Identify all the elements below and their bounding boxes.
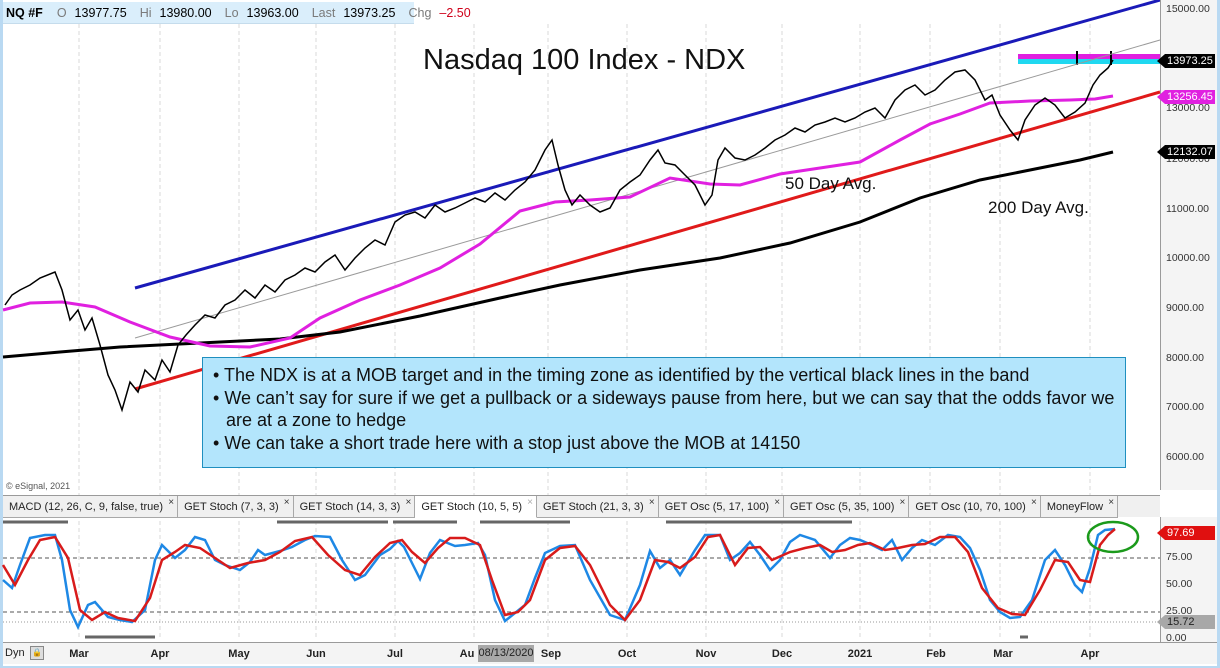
low-value: 13963.00 — [246, 5, 299, 20]
month-label: May — [228, 648, 250, 660]
ma200-label: 200 Day Avg. — [988, 198, 1089, 217]
price-tick: 11000.00 — [1166, 203, 1210, 215]
last-value: 13973.25 — [343, 5, 396, 20]
price-tick: 15000.00 — [1166, 3, 1210, 15]
chart-title: Nasdaq 100 Index - NDX — [423, 44, 746, 76]
tab-osc-10-70[interactable]: GET Osc (10, 70, 100) × — [909, 496, 1041, 518]
price-tick: 7000.00 — [1166, 401, 1204, 413]
ma50-line[interactable] — [2, 94, 1114, 349]
dyn-label[interactable]: Dyn — [5, 647, 25, 659]
tab-stoch-21[interactable]: GET Stoch (21, 3, 3) × — [537, 496, 659, 518]
note-item: We can take a short trade here with a st… — [211, 432, 1117, 455]
tab-stoch-10[interactable]: GET Stoch (10, 5, 5) × — [415, 496, 537, 518]
mob-target-band — [1018, 51, 1160, 65]
price-tick: 13000.00 — [1166, 102, 1210, 114]
tab-label: GET Stoch (7, 3, 3) — [184, 500, 279, 513]
osc-tick: 25.00 — [1166, 605, 1193, 617]
month-label: Feb — [926, 648, 946, 660]
ma200-line[interactable] — [2, 150, 1114, 359]
open-label: O — [56, 5, 67, 20]
lock-icon[interactable]: 🔒 — [30, 646, 44, 660]
month-label: Apr — [150, 648, 170, 660]
last-label: Last — [311, 5, 336, 20]
tab-label: MACD (12, 26, C, 9, false, true) — [9, 500, 164, 513]
tab-label: GET Osc (10, 70, 100) — [915, 500, 1026, 513]
close-icon[interactable]: × — [774, 497, 781, 508]
lower-value-flag: 15.72 — [1157, 615, 1215, 629]
stoch-value-flag: 97.69 — [1157, 526, 1215, 540]
tab-osc-5-35[interactable]: GET Osc (5, 35, 100) × — [784, 496, 910, 518]
month-label: 2021 — [847, 648, 873, 660]
ma200-flag: 12132.07 — [1157, 145, 1215, 159]
chart-area[interactable] — [3, 0, 1217, 666]
month-label: Apr — [1080, 648, 1100, 660]
lower-channel-line[interactable] — [134, 90, 1161, 391]
ma50-flag: 13256.45 — [1157, 90, 1215, 104]
note-item: We can’t say for sure if we get a pullba… — [211, 387, 1117, 432]
tab-label: GET Stoch (10, 5, 5) — [421, 500, 522, 513]
change-value: –2.50 — [439, 5, 471, 20]
tab-label: MoneyFlow — [1046, 500, 1104, 513]
copyright: © eSignal, 2021 — [6, 481, 71, 491]
tab-macd[interactable]: MACD (12, 26, C, 9, false, true) × — [3, 496, 179, 518]
close-icon[interactable]: × — [648, 497, 655, 508]
close-icon[interactable]: × — [527, 497, 533, 508]
timing-markers — [3, 520, 1028, 639]
low-label: Lo — [224, 5, 239, 20]
change-label: Chg — [408, 5, 432, 20]
grid-lines — [78, 24, 1091, 640]
close-icon[interactable]: × — [168, 497, 175, 508]
quote-bar: NQ #F O 13977.75 Hi 13980.00 Lo 13963.00… — [3, 2, 471, 24]
close-icon[interactable]: × — [1031, 497, 1037, 508]
month-label: Mar — [69, 648, 89, 660]
month-label: Oct — [617, 648, 637, 660]
tab-moneyflow[interactable]: MoneyFlow × — [1040, 496, 1119, 518]
close-icon[interactable]: × — [283, 497, 290, 508]
month-label: Dec — [771, 648, 793, 660]
close-icon[interactable]: × — [405, 497, 412, 508]
upper-channel-line[interactable] — [134, 0, 1161, 290]
tab-label: GET Osc (5, 35, 100) — [790, 500, 895, 513]
month-label: Nov — [695, 648, 717, 660]
month-label: Sep — [540, 648, 562, 660]
indicator-tabs: MACD (12, 26, C, 9, false, true) × GET St… — [3, 495, 1160, 518]
month-label: Jun — [306, 648, 326, 660]
note-box: The NDX is at a MOB target and in the ti… — [202, 357, 1126, 468]
month-label: Jul — [387, 648, 403, 660]
price-axis[interactable]: 15000.00 13000.00 12000.00 11000.00 1000… — [1160, 0, 1217, 490]
time-axis[interactable]: Dyn 🔒 Mar Apr May Jun Jul Au 08/13/2020 … — [3, 642, 1217, 664]
close-icon[interactable]: × — [1108, 497, 1115, 508]
high-label: Hi — [139, 5, 152, 20]
price-tick: 10000.00 — [1166, 252, 1210, 264]
price-bars[interactable] — [4, 59, 1114, 413]
price-tick: 8000.00 — [1166, 352, 1204, 364]
highlight-ellipse — [1086, 520, 1140, 554]
price-tick: 6000.00 — [1166, 451, 1204, 463]
tab-osc-5-17[interactable]: GET Osc (5, 17, 100) × — [658, 496, 785, 518]
stoch-slow-line[interactable] — [1, 528, 1116, 623]
date-marker: 08/13/2020 — [478, 645, 534, 662]
open-value: 13977.75 — [74, 5, 127, 20]
month-label: Au — [459, 648, 475, 660]
last-price-flag: 13973.25 — [1157, 54, 1215, 68]
tab-label: GET Osc (5, 17, 100) — [664, 500, 770, 513]
symbol[interactable]: NQ #F — [6, 5, 43, 20]
ma50-label: 50 Day Avg. — [785, 174, 877, 193]
tab-stoch-14[interactable]: GET Stoch (14, 3, 3) × — [293, 496, 416, 518]
osc-tick: 75.00 — [1166, 551, 1193, 563]
tab-label: GET Stoch (14, 3, 3) — [299, 500, 401, 513]
close-icon[interactable]: × — [899, 497, 906, 508]
tab-label: GET Stoch (21, 3, 3) — [543, 500, 644, 513]
tab-stoch-7[interactable]: GET Stoch (7, 3, 3) × — [178, 496, 294, 518]
high-value: 13980.00 — [159, 5, 212, 20]
price-tick: 9000.00 — [1166, 302, 1204, 314]
month-label: Mar — [993, 648, 1013, 660]
note-item: The NDX is at a MOB target and in the ti… — [211, 364, 1117, 387]
osc-tick: 0.00 — [1166, 632, 1187, 644]
osc-tick: 50.00 — [1166, 578, 1193, 590]
